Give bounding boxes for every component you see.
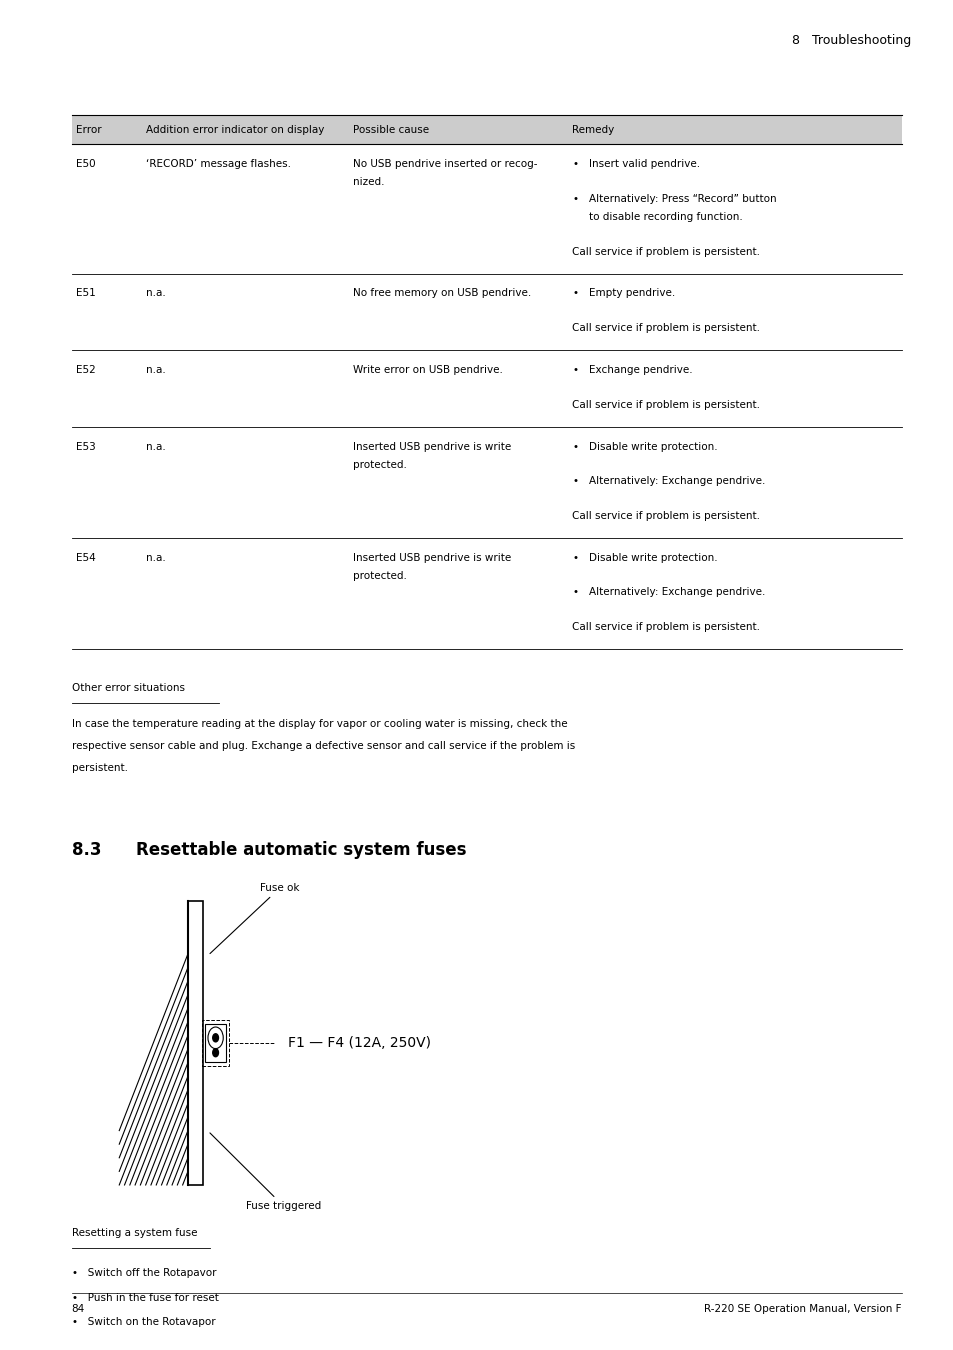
Text: Empty pendrive.: Empty pendrive. <box>588 289 674 298</box>
Circle shape <box>208 1027 223 1049</box>
Text: Call service if problem is persistent.: Call service if problem is persistent. <box>572 622 760 632</box>
Text: Other error situations: Other error situations <box>71 683 184 693</box>
Text: •: • <box>572 289 578 298</box>
Text: Inserted USB pendrive is write: Inserted USB pendrive is write <box>353 441 511 451</box>
Text: No free memory on USB pendrive.: No free memory on USB pendrive. <box>353 289 531 298</box>
Text: In case the temperature reading at the display for vapor or cooling water is mis: In case the temperature reading at the d… <box>71 720 567 729</box>
Text: Possible cause: Possible cause <box>353 124 429 135</box>
Text: •   Switch on the Rotavapor: • Switch on the Rotavapor <box>71 1318 215 1327</box>
Text: •: • <box>572 364 578 375</box>
Bar <box>71 115 901 144</box>
Bar <box>205 1025 226 1062</box>
Text: Write error on USB pendrive.: Write error on USB pendrive. <box>353 364 502 375</box>
Text: Resetting a system fuse: Resetting a system fuse <box>71 1228 197 1238</box>
Text: n.a.: n.a. <box>146 289 166 298</box>
Text: n.a.: n.a. <box>146 364 166 375</box>
Text: Call service if problem is persistent.: Call service if problem is persistent. <box>572 323 760 333</box>
Text: E51: E51 <box>76 289 96 298</box>
Text: •: • <box>572 193 578 204</box>
Text: Call service if problem is persistent.: Call service if problem is persistent. <box>572 247 760 256</box>
Text: n.a.: n.a. <box>146 441 166 451</box>
Text: Call service if problem is persistent.: Call service if problem is persistent. <box>572 400 760 409</box>
Text: Fuse ok: Fuse ok <box>210 883 299 953</box>
Circle shape <box>213 1049 218 1057</box>
Text: R-220 SE Operation Manual, Version F: R-220 SE Operation Manual, Version F <box>703 1304 901 1314</box>
Text: Alternatively: Press “Record” button: Alternatively: Press “Record” button <box>588 193 776 204</box>
Text: Insert valid pendrive.: Insert valid pendrive. <box>588 159 699 169</box>
Text: No USB pendrive inserted or recog-: No USB pendrive inserted or recog- <box>353 159 537 169</box>
Text: •: • <box>572 587 578 597</box>
Text: •   Push in the fuse for reset: • Push in the fuse for reset <box>71 1293 218 1303</box>
Text: Alternatively: Exchange pendrive.: Alternatively: Exchange pendrive. <box>588 477 764 486</box>
Text: E54: E54 <box>76 552 96 563</box>
Text: Exchange pendrive.: Exchange pendrive. <box>588 364 692 375</box>
Text: E50: E50 <box>76 159 96 169</box>
Text: Fuse triggered: Fuse triggered <box>210 1133 321 1211</box>
Text: •   Switch off the Rotapavor: • Switch off the Rotapavor <box>71 1268 215 1278</box>
Text: Alternatively: Exchange pendrive.: Alternatively: Exchange pendrive. <box>588 587 764 597</box>
Text: F1 — F4 (12A, 250V): F1 — F4 (12A, 250V) <box>288 1037 431 1050</box>
Text: n.a.: n.a. <box>146 552 166 563</box>
Text: Call service if problem is persistent.: Call service if problem is persistent. <box>572 510 760 521</box>
Text: •: • <box>572 441 578 451</box>
Text: protected.: protected. <box>353 460 406 470</box>
Text: 8.3: 8.3 <box>71 841 101 859</box>
Text: protected.: protected. <box>353 571 406 580</box>
Text: persistent.: persistent. <box>71 763 128 774</box>
Circle shape <box>213 1034 218 1042</box>
Text: E52: E52 <box>76 364 96 375</box>
Bar <box>202 1021 229 1066</box>
Text: 84: 84 <box>71 1304 85 1314</box>
Text: Disable write protection.: Disable write protection. <box>588 441 717 451</box>
Text: Error: Error <box>76 124 102 135</box>
Text: 8   Troubleshooting: 8 Troubleshooting <box>791 34 910 47</box>
Text: Disable write protection.: Disable write protection. <box>588 552 717 563</box>
Text: respective sensor cable and plug. Exchange a defective sensor and call service i: respective sensor cable and plug. Exchan… <box>71 741 575 752</box>
Text: Addition error indicator on display: Addition error indicator on display <box>146 124 324 135</box>
Bar <box>188 902 203 1185</box>
Text: •: • <box>572 159 578 169</box>
Text: Resettable automatic system fuses: Resettable automatic system fuses <box>136 841 466 859</box>
Text: •: • <box>572 477 578 486</box>
Text: Inserted USB pendrive is write: Inserted USB pendrive is write <box>353 552 511 563</box>
Text: E53: E53 <box>76 441 96 451</box>
Text: ‘RECORD’ message flashes.: ‘RECORD’ message flashes. <box>146 159 291 169</box>
Text: to disable recording function.: to disable recording function. <box>588 212 741 221</box>
Text: •: • <box>572 552 578 563</box>
Text: Remedy: Remedy <box>572 124 614 135</box>
Text: nized.: nized. <box>353 177 384 188</box>
